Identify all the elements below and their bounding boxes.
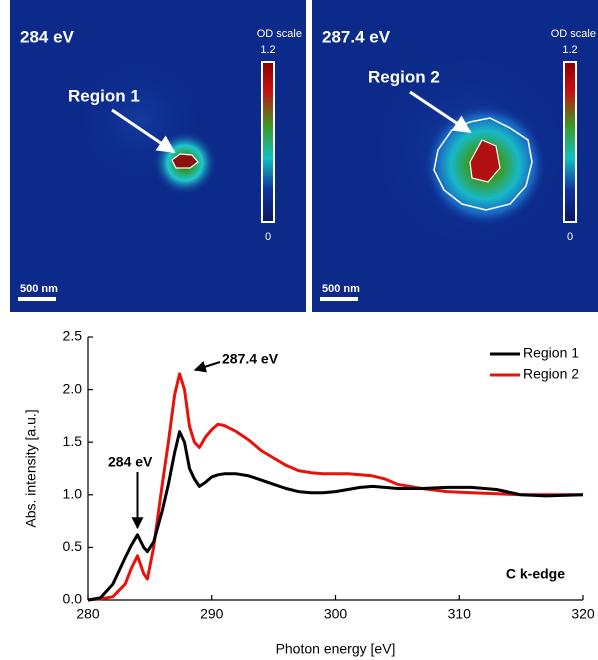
colorbar-title: OD scale bbox=[551, 28, 596, 40]
x-axis-label: Photon energy [eV] bbox=[276, 641, 396, 657]
energy-label: 284 eV bbox=[20, 27, 75, 46]
y-tick-label: 1.0 bbox=[63, 486, 83, 502]
x-tick-label: 290 bbox=[200, 606, 224, 622]
scale-bar: 500 nm bbox=[322, 283, 360, 295]
annotation: C k-edge bbox=[506, 566, 565, 582]
y-tick-label: 2.5 bbox=[63, 328, 83, 344]
scale-bar: 500 nm bbox=[20, 283, 58, 295]
line-series bbox=[87, 430, 584, 602]
y-tick-label: 0.0 bbox=[63, 591, 83, 607]
colorbar-max: 1.2 bbox=[562, 44, 577, 56]
region-label: Region 1 bbox=[68, 86, 140, 105]
image-panel: 284 eV OD scale 1.2 0 Region 1 500 nm bbox=[10, 0, 306, 312]
region-label: Region 2 bbox=[368, 67, 440, 86]
x-tick-label: 310 bbox=[448, 606, 472, 622]
legend-label: Region 1 bbox=[523, 345, 579, 361]
y-tick-label: 0.5 bbox=[63, 538, 83, 554]
legend-label: Region 2 bbox=[523, 366, 579, 382]
y-tick-label: 2.0 bbox=[63, 380, 83, 396]
annotation-arrow bbox=[193, 360, 221, 373]
x-tick-label: 280 bbox=[76, 606, 100, 622]
x-tick-label: 320 bbox=[571, 606, 595, 622]
annotation: 287.4 eV bbox=[222, 351, 279, 367]
image-panel: 287.4 eV OD scale 1.2 0 Region 2 500 nm bbox=[312, 0, 598, 312]
annotation: 284 eV bbox=[108, 454, 153, 470]
energy-label: 287.4 eV bbox=[322, 27, 391, 46]
y-axis-label: Abs. intensity [a.u.] bbox=[23, 409, 39, 527]
colorbar-max: 1.2 bbox=[260, 44, 275, 56]
line-series bbox=[87, 372, 583, 602]
colorbar-title: OD scale bbox=[257, 28, 302, 40]
colorbar-min: 0 bbox=[265, 231, 271, 243]
y-tick-label: 1.5 bbox=[63, 433, 83, 449]
colorbar-min: 0 bbox=[567, 231, 573, 243]
chart: 0.0 0.5 1.0 1.5 2.0 2.5 280 290 300 310 320 Photon … bbox=[23, 328, 595, 657]
x-tick-label: 300 bbox=[324, 606, 348, 622]
